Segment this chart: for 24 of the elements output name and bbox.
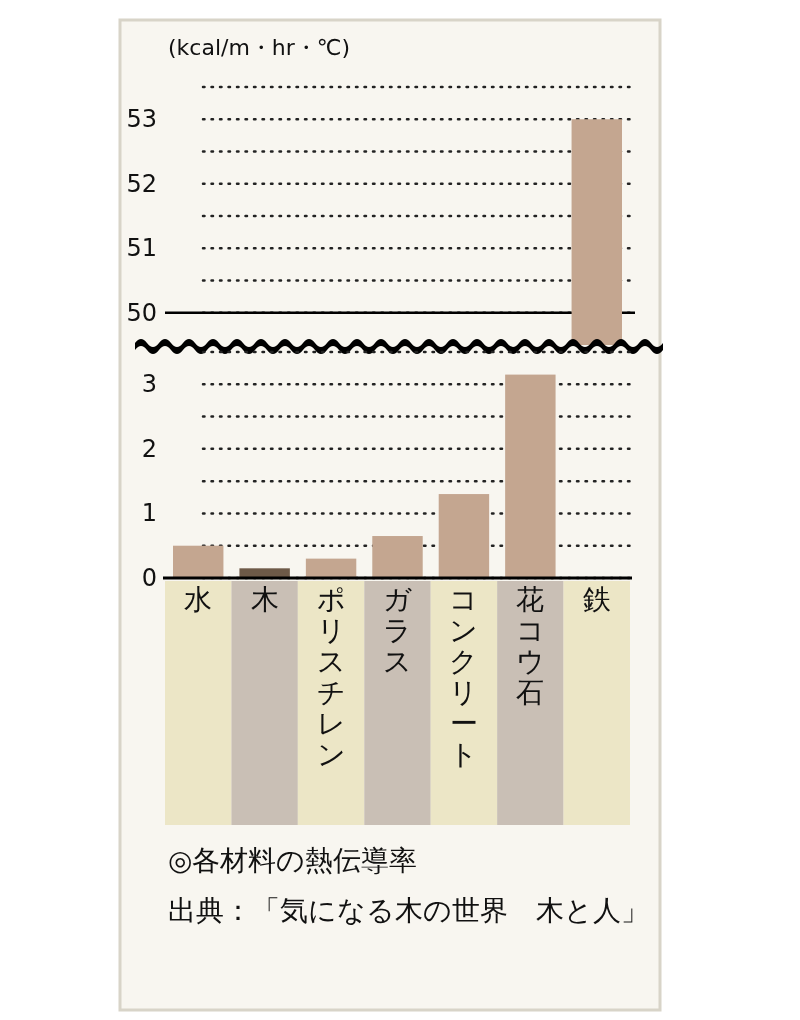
y-tick-label: 2 xyxy=(141,434,157,463)
y-tick-label: 3 xyxy=(141,370,157,399)
y-tick-label: 51 xyxy=(126,234,157,263)
y-tick-label: 52 xyxy=(126,169,157,198)
bar xyxy=(505,374,556,578)
text: ◎各材料の熱伝導率 xyxy=(168,844,418,877)
y-tick-label: 50 xyxy=(126,298,157,327)
y-tick-label: 1 xyxy=(141,499,157,528)
y-axis-title: (kcal/m・hr・℃) xyxy=(168,35,351,60)
bar xyxy=(173,545,224,578)
x-tick-label: 鉄 xyxy=(582,583,611,616)
bar xyxy=(372,536,423,578)
source-note: 出典：「気になる木の世界 木と人」 xyxy=(168,894,649,927)
x-tick-label: 水 xyxy=(184,583,213,616)
y-tick-label: 53 xyxy=(126,105,157,134)
bar xyxy=(305,558,357,578)
x-tick-label: ガラス xyxy=(383,583,412,678)
bar xyxy=(239,568,290,578)
x-tick-label: 木 xyxy=(250,583,279,616)
x-tick-label: ポリスチレン xyxy=(316,583,346,771)
bar xyxy=(438,494,490,578)
y-tick-label: 0 xyxy=(141,564,157,592)
x-tick-label: 花コウ石 xyxy=(515,583,545,709)
x-tick-label: コンクリート xyxy=(449,583,479,771)
